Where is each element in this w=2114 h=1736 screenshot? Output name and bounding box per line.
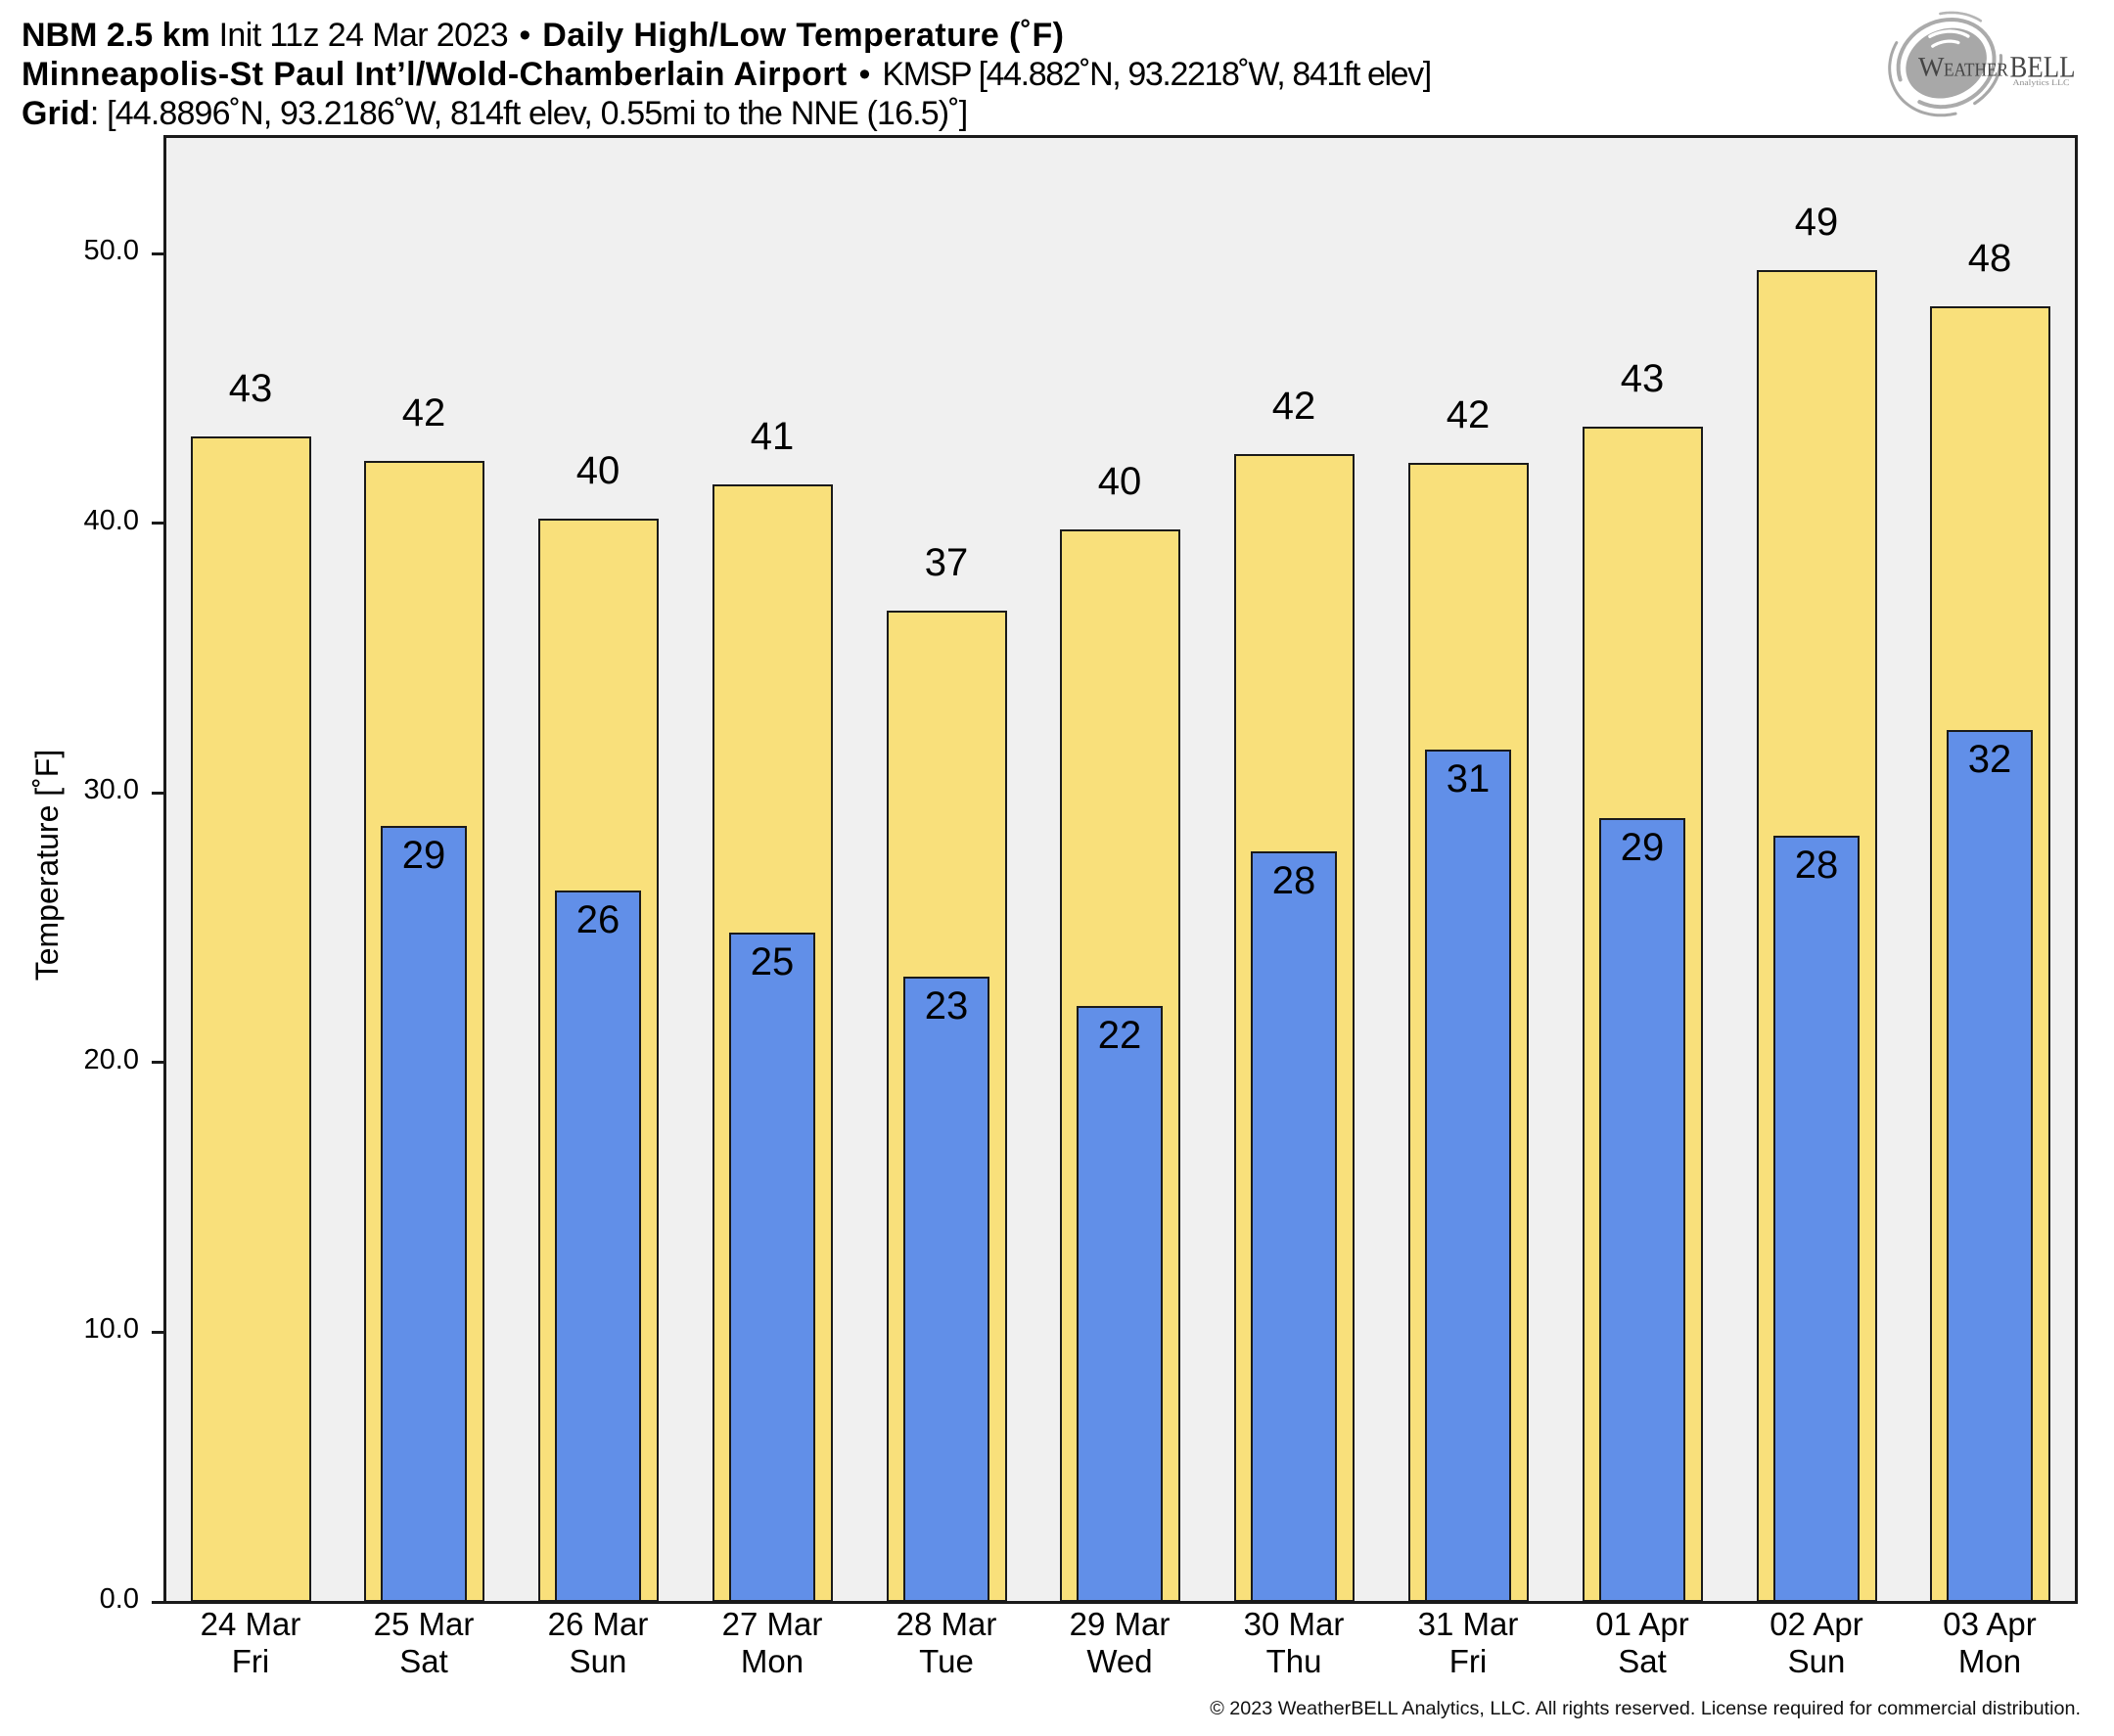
svg-text:EATHER: EATHER [1944, 61, 2008, 81]
svg-text:Analytics LLC: Analytics LLC [2013, 77, 2070, 87]
svg-text:BELL: BELL [2010, 50, 2076, 84]
svg-text:W: W [1918, 53, 1945, 83]
